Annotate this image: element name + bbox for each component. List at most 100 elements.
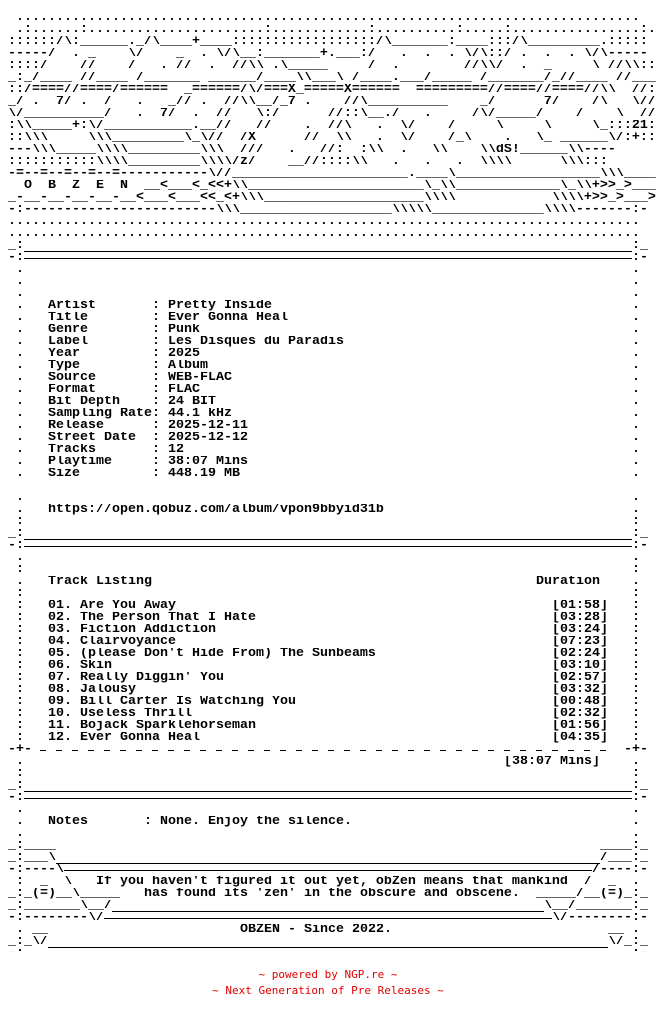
field-colon: :: [152, 408, 160, 420]
track-duration: [03:32]: [552, 684, 608, 696]
border-right: .: [632, 828, 640, 840]
track-duration: [01:56]: [552, 720, 608, 732]
quote-box-art: \/--------:-: [552, 912, 648, 924]
field-value: FLAC: [168, 384, 200, 396]
border-right: .: [632, 276, 640, 288]
track-duration: [04:35]: [552, 732, 608, 744]
border-left: :: [16, 624, 24, 636]
border-right: .: [632, 336, 640, 348]
border-left: .: [16, 348, 24, 360]
rule-right: :_: [632, 528, 648, 540]
border-left: .: [16, 756, 24, 768]
border-right: .: [632, 348, 640, 360]
border-left: :: [16, 564, 24, 576]
nfo-line: . __ OBZEN - Since 2022. __ .: [8, 924, 656, 936]
nfo-line: _::_: [8, 780, 656, 792]
logo-art-line: -=--=--=--=--=-----------\//____________…: [8, 168, 656, 180]
nfo-line: _:_______\__/ \__/_______:_: [8, 900, 656, 912]
nfo-line: :: 11. Bojack Sparklehorseman [01:56]: [8, 720, 656, 732]
field-colon: :: [144, 816, 152, 828]
track-number: 09.: [48, 696, 72, 708]
track-duration: [03:10]: [552, 660, 608, 672]
field-colon: :: [152, 336, 160, 348]
nfo-line: ::/====//====/====== _======/\/===X_====…: [8, 84, 656, 96]
border-left: .: [16, 396, 24, 408]
field-label: Bit Depth: [48, 396, 120, 408]
quote-line: has found its 'zen' in the obscure and o…: [144, 888, 520, 900]
border-right: .: [632, 432, 640, 444]
border-right: :: [632, 708, 640, 720]
nfo-line: :: 05. (please Don't Hide From) The Sunbea…: [8, 648, 656, 660]
logo-art-line: \/__________/ . 7/ . // \:/ //::\__./ . …: [8, 108, 656, 120]
track-duration: [03:28]: [552, 612, 608, 624]
border-right: .: [632, 420, 640, 432]
field-value: 44.1 kHz: [168, 408, 232, 420]
border-left: .: [16, 492, 24, 504]
border-left: .: [16, 360, 24, 372]
field-label: Size: [48, 468, 80, 480]
border-left: :: [16, 684, 24, 696]
logo-art-line: :::::::::::\\\\_________\\\\/z/ __//::::…: [8, 156, 608, 168]
field-value: 38:07 Mins: [168, 456, 248, 468]
border-right: .: [632, 288, 640, 300]
nfo-line: .. https://open.qobuz.com/album/vpon9bbyi…: [8, 504, 656, 516]
rule-left: _:: [8, 240, 24, 252]
rule-left: -:: [8, 540, 24, 552]
nfo-line: -+- -+-: [8, 744, 656, 756]
border-left: .: [16, 336, 24, 348]
quote-box-art: _____/__(=)_:_: [536, 888, 648, 900]
border-right: :: [632, 768, 640, 780]
signoff-art: _:_\/: [8, 936, 48, 948]
nfo-line: :\\_____+:\/___________.__// // . //\ . …: [8, 120, 656, 132]
nfo-line: .. Sampling Rate:44.1 kHz: [8, 408, 656, 420]
rule-left: -:: [8, 792, 24, 804]
rule-line: [24, 791, 632, 792]
nfo-line: _:_/____ //____ /_______ ______/____\\__…: [8, 72, 656, 84]
border-left: .: [16, 384, 24, 396]
nfo-line: -::-: [8, 252, 656, 264]
track-duration: [00:48]: [552, 696, 608, 708]
border-right: .: [632, 456, 640, 468]
track-title: Bojack Sparklehorseman: [80, 720, 256, 732]
nfo-line: .. Type: Album: [8, 360, 656, 372]
quote-box-art: _:____: [8, 840, 56, 852]
border-left: :: [16, 636, 24, 648]
border-right: .: [632, 552, 640, 564]
notes-value: None. Enjoy the silence.: [160, 816, 352, 828]
track-title: Bill Carter Is Watching You: [80, 696, 296, 708]
rule-line: [24, 251, 632, 252]
nfo-line: .. [38:07 Mins]: [8, 756, 656, 768]
border-left: .: [16, 276, 24, 288]
border-left: .: [16, 420, 24, 432]
nfo-line: -:--------\/ \/--------:-: [8, 912, 656, 924]
border-right: .: [632, 372, 640, 384]
nfo-line: ..: [8, 552, 656, 564]
album-url-link[interactable]: https://open.qobuz.com/album/vpon9bbyid3…: [48, 504, 384, 516]
quote-box-art: /___:_: [600, 852, 648, 864]
field-value: WEB-FLAC: [168, 372, 232, 384]
field-colon: :: [152, 360, 160, 372]
nfo-line: ..: [8, 288, 656, 300]
border-left: :: [16, 696, 24, 708]
border-left: .: [16, 312, 24, 324]
quote-box-art: \__/_______:_: [544, 900, 648, 912]
rule-right: :-: [632, 252, 648, 264]
nfo-line: .. Year:2025: [8, 348, 656, 360]
nfo-line: _::_: [8, 528, 656, 540]
nfo-line: -=--=--=--=--=-----------\//____________…: [8, 168, 656, 180]
field-label: Release: [48, 420, 104, 432]
field-value: Les Disques du Paradis: [168, 336, 344, 348]
nfo-line: .. Title: Ever Gonna Heal: [8, 312, 656, 324]
border-right: .: [632, 408, 640, 420]
border-left: :: [16, 588, 24, 600]
nfo-line: ::: [8, 768, 656, 780]
track-title: Jalousy: [80, 684, 136, 696]
track-title: The Person That I Hate: [80, 612, 256, 624]
nfo-line: :: 12. Ever Gonna Heal [04:35]: [8, 732, 656, 744]
track-number: 12.: [48, 732, 72, 744]
border-right: :: [632, 612, 640, 624]
field-colon: :: [152, 432, 160, 444]
track-number: 04.: [48, 636, 72, 648]
field-value: 24 BIT: [168, 396, 216, 408]
border-left: :: [16, 600, 24, 612]
